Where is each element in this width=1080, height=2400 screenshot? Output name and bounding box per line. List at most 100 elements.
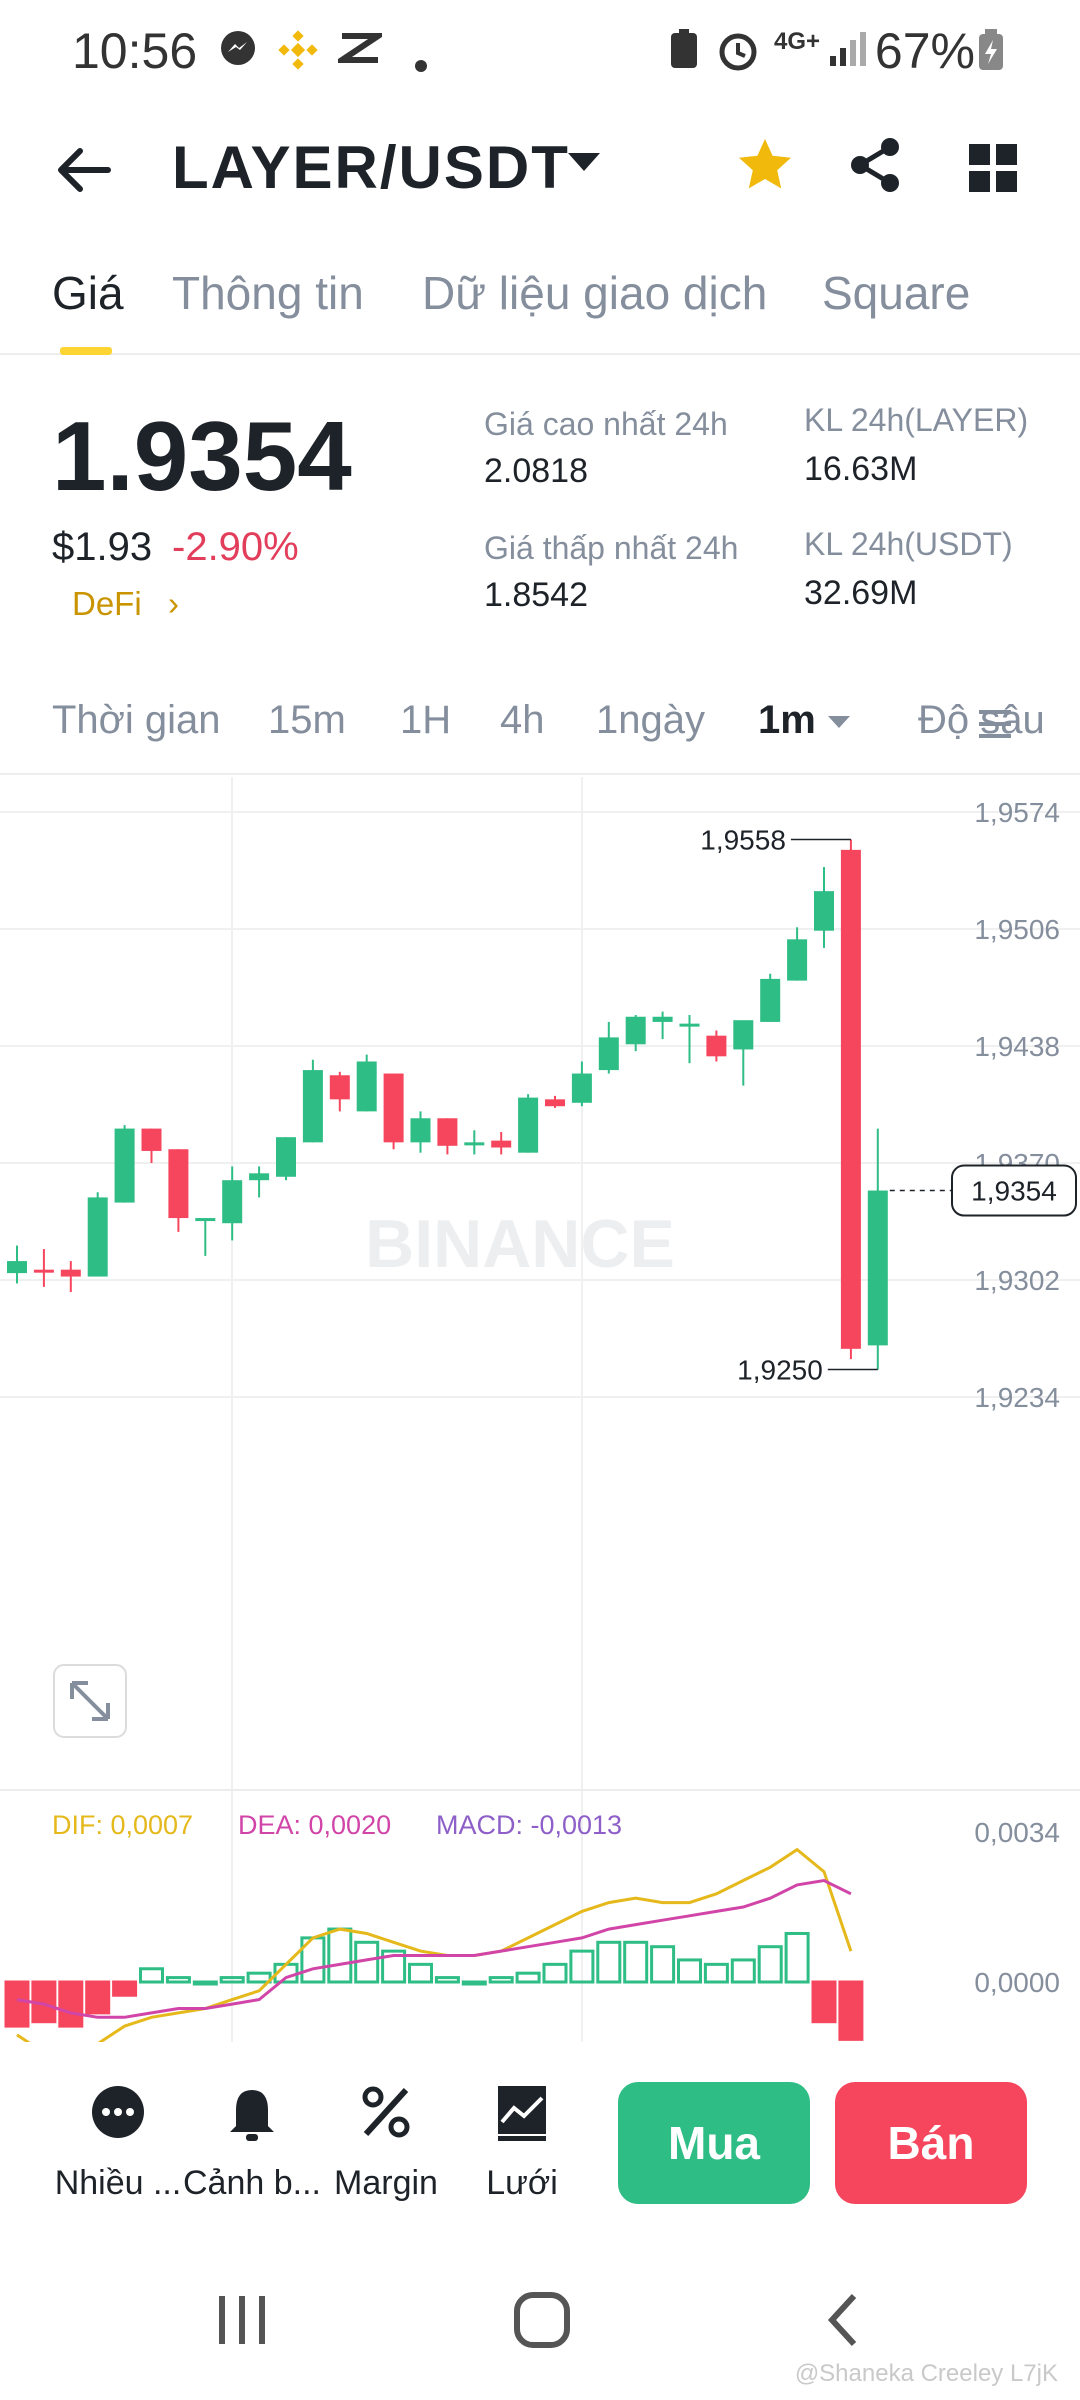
expand-icon — [70, 1681, 110, 1721]
stat-high-label: Giá cao nhất 24h — [484, 406, 728, 442]
candle-up — [302, 1070, 323, 1143]
macd-axis-label: 0,0000 — [974, 1967, 1060, 1998]
tab-price[interactable]: Giá — [52, 267, 124, 319]
back-arrow-icon[interactable] — [50, 135, 120, 205]
macd-bar-up — [434, 1976, 460, 1984]
recent-apps-icon[interactable] — [215, 2292, 269, 2353]
chart-settings-icon[interactable] — [975, 704, 1015, 749]
interval-1m[interactable]: 1m — [758, 698, 816, 742]
macd-bar-up — [569, 1949, 595, 1984]
macd-bar-up — [650, 1945, 676, 1984]
stat-vol-base-value: 16.63M — [804, 450, 918, 488]
candle-down — [491, 1140, 512, 1148]
expand-chart-button[interactable] — [53, 1664, 127, 1738]
price-chart[interactable]: BINANCE 1,9574 1,9506 1,9438 1,9370 1,9302 1,… — [0, 777, 1080, 2064]
interval-15m[interactable]: 15m — [268, 698, 346, 742]
candle-down — [141, 1128, 162, 1151]
share-icon[interactable] — [845, 135, 905, 195]
pair-title[interactable]: LAYER/USDT — [172, 134, 570, 201]
stat-vol-quote-value: 32.69M — [804, 574, 918, 612]
app-notification-icon — [332, 28, 388, 78]
margin-icon[interactable] — [326, 2082, 446, 2202]
bell-icon[interactable] — [192, 2082, 312, 2202]
margin-label[interactable]: Margin — [334, 2164, 438, 2202]
candle-up — [276, 1137, 296, 1177]
candle-down — [168, 1149, 189, 1219]
candle-down — [33, 1269, 54, 1273]
candle-down — [706, 1035, 727, 1057]
price-change: -2.90% — [172, 525, 299, 569]
candle-up — [249, 1173, 270, 1181]
price-axis-label: 1,9438 — [974, 1031, 1060, 1062]
macd-dif-label: DIF: 0,0007 — [52, 1810, 194, 1840]
more-label[interactable]: Nhiều ... — [54, 2164, 182, 2202]
macd-bar-up — [515, 1971, 541, 1984]
action-bar: Nhiều ... Cảnh b... Margin Lưới Mua Bán — [0, 2042, 1080, 2242]
more-icon[interactable] — [58, 2082, 178, 2202]
macd-dif-line — [16, 1847, 853, 2064]
active-tab-indicator — [60, 347, 112, 355]
buy-button[interactable]: Mua — [618, 2082, 810, 2204]
interval-1h[interactable]: 1H — [400, 698, 452, 742]
candlestick-svg[interactable]: BINANCE 1,95741,95061,94381,93701,93021,… — [0, 777, 1080, 2064]
layout-grid-icon[interactable] — [968, 143, 1018, 193]
favorite-star-icon[interactable] — [735, 135, 795, 195]
pair-header: LAYER/USDT — [0, 105, 1080, 230]
interval-1day[interactable]: 1ngày — [596, 698, 705, 742]
battery-percent: 67% — [874, 23, 975, 79]
battery-saver-icon — [668, 28, 700, 80]
price-axis-label: 1,9302 — [974, 1265, 1060, 1296]
interval-4h[interactable]: 4h — [500, 698, 545, 742]
home-icon[interactable] — [512, 2290, 572, 2355]
candle-up — [114, 1128, 135, 1203]
stat-low-value: 1.8542 — [484, 576, 588, 614]
macd-bar-up — [192, 1980, 218, 1986]
dot-icon — [414, 40, 428, 83]
tab-bar: Giá Thông tin Dữ liệu giao dịch Square — [0, 240, 1080, 355]
macd-bar-down — [838, 1980, 864, 2041]
macd-bar-down — [811, 1980, 837, 2024]
interval-time[interactable]: Thời gian — [52, 698, 221, 742]
category-tag[interactable]: DeFi — [72, 585, 142, 622]
grid-trading-icon[interactable] — [462, 2082, 582, 2202]
macd-bar-up — [488, 1976, 514, 1984]
chevron-down-icon[interactable] — [828, 716, 850, 728]
status-time: 10:56 — [72, 23, 198, 79]
candle-up — [733, 1020, 754, 1050]
pair-dropdown-icon[interactable] — [568, 153, 600, 171]
stat-low-label: Giá thấp nhất 24h — [484, 530, 739, 566]
candle-up — [867, 1190, 888, 1346]
macd-bar-up — [327, 1927, 353, 1984]
tab-trading-data[interactable]: Dữ liệu giao dịch — [422, 267, 768, 319]
candle-up — [410, 1118, 431, 1143]
current-price-box — [951, 1164, 1077, 1217]
macd-bar-up — [730, 1958, 756, 1984]
status-bar: 10:56 4G+ 67% — [0, 0, 1080, 105]
tab-info[interactable]: Thông tin — [172, 267, 364, 319]
sell-button[interactable]: Bán — [835, 2082, 1027, 2204]
chart-watermark: BINANCE — [365, 1206, 675, 1282]
alert-label[interactable]: Cảnh b... — [183, 2164, 321, 2202]
macd-bar-down — [58, 1980, 84, 2028]
candle-down — [840, 849, 861, 1349]
candle-down — [545, 1099, 565, 1107]
current-price-label: 1,9354 — [971, 1176, 1057, 1207]
candle-up — [87, 1197, 108, 1277]
macd-dea-label: DEA: 0,0020 — [238, 1810, 392, 1840]
credit-watermark: @Shaneka Creeley L7jK — [794, 2360, 1058, 2387]
stat-vol-quote-label: KL 24h(USDT) — [804, 526, 1013, 562]
interval-bar: Thời gian 15m 1H 4h 1ngày 1m Độ sâu — [0, 690, 1080, 775]
stat-vol-base-label: KL 24h(LAYER) — [804, 402, 1029, 438]
usd-price: $1.93 — [52, 525, 153, 569]
chevron-right-icon[interactable]: › — [168, 585, 179, 622]
candle-up — [787, 939, 808, 981]
last-price: 1.9354 — [52, 401, 352, 511]
price-axis-label: 1,9574 — [974, 797, 1060, 828]
chart-grid — [0, 777, 1080, 2042]
back-nav-icon[interactable] — [822, 2290, 862, 2355]
macd-bar-up — [246, 1971, 272, 1984]
tab-square[interactable]: Square — [822, 267, 971, 319]
grid-label[interactable]: Lưới — [486, 2164, 558, 2202]
candle-up — [222, 1180, 243, 1224]
